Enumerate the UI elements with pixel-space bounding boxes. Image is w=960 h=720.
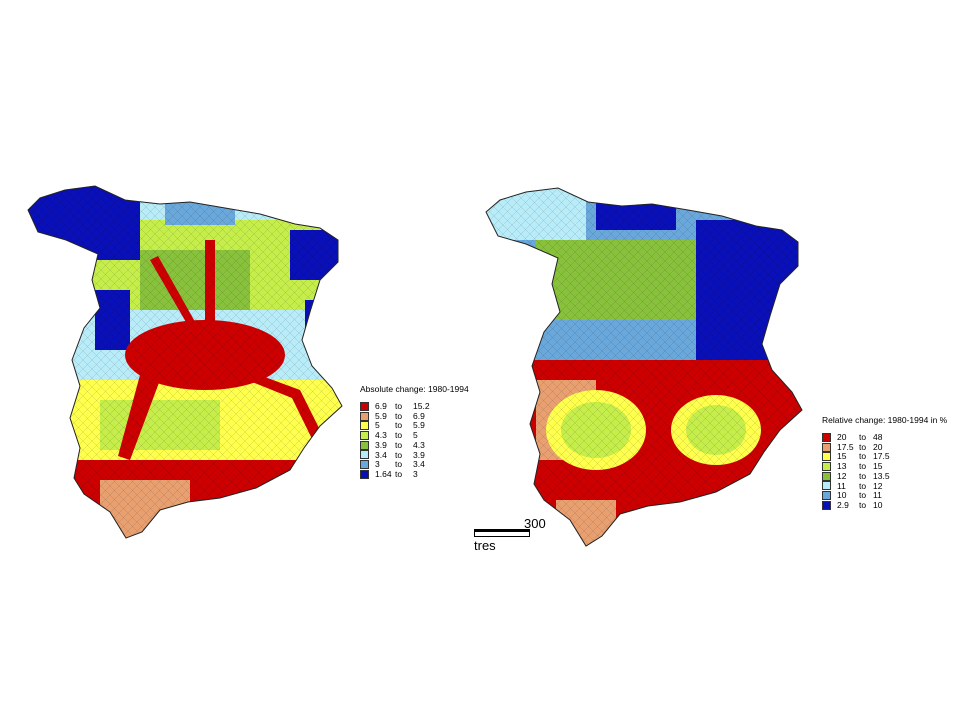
scale-bar-unit: tres <box>474 538 496 553</box>
legend-swatch <box>822 490 831 500</box>
legend-item: 5.9 to 6.9 <box>360 411 480 421</box>
legend-item: 1.64 to 3 <box>360 469 480 479</box>
legend-item: 6.9 to 15.2 <box>360 401 480 412</box>
legend-title: Absolute change: 1980-1994 <box>360 384 469 394</box>
legend-item: 2.9 to 10 <box>822 500 960 510</box>
legend-lo: 11 <box>837 480 846 491</box>
legend-item: 12 to 13.5 <box>822 471 960 481</box>
legend-item: 20 to 48 <box>822 432 960 443</box>
legend-lo: 12 <box>837 470 847 481</box>
legend-lo: 10 <box>837 490 847 501</box>
legend-to: to <box>395 401 403 412</box>
legend-swatch <box>360 430 369 440</box>
legend-hi: 5 <box>413 430 418 441</box>
legend-swatch <box>360 459 369 469</box>
legend-lo: 2.9 <box>837 499 849 510</box>
legend-to: to <box>395 420 403 431</box>
legend-absolute-change: Absolute change: 1980-1994 6.9 to 15.2 5.9 t… <box>360 385 480 479</box>
legend-items: 20 to 48 17.5 to 20 15 to 17.5 13 to 15 12 to 13.5 11 to… <box>822 432 960 511</box>
legend-to: to <box>859 490 867 501</box>
legend-to: to <box>859 432 867 443</box>
legend-to: to <box>395 410 403 421</box>
map-relative-regions <box>486 188 802 546</box>
legend-swatch <box>822 452 831 462</box>
legend-swatch <box>822 442 831 452</box>
legend-hi: 15 <box>873 461 883 472</box>
legend-to: to <box>395 439 403 450</box>
legend-hi: 3.9 <box>413 449 425 460</box>
legend-lo: 5.9 <box>375 410 387 421</box>
legend-to: to <box>395 468 403 479</box>
legend-lo: 3.9 <box>375 439 387 450</box>
legend-relative-change: Relative change: 1980-1994 in % 20 to 48 17… <box>822 416 960 510</box>
legend-swatch <box>822 471 831 481</box>
map-absolute-change <box>27 185 343 539</box>
legend-hi: 13.5 <box>873 470 890 481</box>
legend-to: to <box>859 461 867 472</box>
spain-outline <box>27 185 343 539</box>
municipal-boundaries <box>28 186 342 538</box>
legend-hi: 48 <box>873 432 883 443</box>
legend-item: 13 to 15 <box>822 461 960 472</box>
legend-hi: 3.4 <box>413 459 425 470</box>
legend-to: to <box>395 449 403 460</box>
legend-lo: 3 <box>375 459 380 470</box>
legend-to: to <box>395 459 403 470</box>
legend-hi: 4.3 <box>413 439 425 450</box>
legend-to: to <box>859 470 867 481</box>
legend-lo: 13 <box>837 461 847 472</box>
legend-item: 3.4 to 3.9 <box>360 450 480 460</box>
legend-hi: 15.2 <box>413 401 430 412</box>
legend-hi: 10 <box>873 499 883 510</box>
legend-to: to <box>859 499 867 510</box>
legend-lo: 15 <box>837 451 847 462</box>
legend-hi: 11 <box>873 490 882 501</box>
scale-bar-outline <box>474 532 530 537</box>
legend-lo: 3.4 <box>375 449 387 460</box>
legend-hi: 17.5 <box>873 451 890 462</box>
legend-item: 4.3 to 5 <box>360 430 480 441</box>
legend-to: to <box>395 430 403 441</box>
legend-item: 3.9 to 4.3 <box>360 440 480 450</box>
legend-hi: 3 <box>413 468 418 479</box>
legend-title: Relative change: 1980-1994 in % <box>822 415 948 425</box>
legend-item: 10 to 11 <box>822 490 960 501</box>
legend-swatch <box>822 481 831 491</box>
legend-swatch <box>822 500 831 510</box>
legend-lo: 4.3 <box>375 430 387 441</box>
legend-swatch <box>360 440 369 450</box>
legend-swatch <box>822 432 831 442</box>
legend-lo: 17.5 <box>837 441 854 452</box>
scale-bar-line <box>474 529 530 532</box>
legend-lo: 6.9 <box>375 401 387 412</box>
legend-item: 3 to 3.4 <box>360 459 480 470</box>
legend-to: to <box>859 480 867 491</box>
legend-item: 17.5 to 20 <box>822 442 960 452</box>
legend-hi: 5.9 <box>413 420 425 431</box>
map-absolute-regions <box>28 186 342 538</box>
map-relative-change <box>485 187 803 547</box>
legend-to: to <box>859 441 867 452</box>
legend-swatch <box>360 401 369 411</box>
legend-lo: 20 <box>837 432 847 443</box>
legend-to: to <box>859 451 867 462</box>
legend-lo: 1.64 <box>375 468 392 479</box>
legend-swatch <box>360 469 369 479</box>
municipal-boundaries <box>486 188 802 546</box>
scale-bar: 300 tres <box>474 516 554 556</box>
scale-bar-value: 300 <box>524 516 546 531</box>
legend-swatch <box>360 411 369 421</box>
legend-items: 6.9 to 15.2 5.9 to 6.9 5 to 5.9 4.3 to 5 3.9 to 4.3 3.4… <box>360 401 480 480</box>
legend-lo: 5 <box>375 420 380 431</box>
legend-swatch <box>822 461 831 471</box>
legend-swatch <box>360 450 369 460</box>
legend-hi: 12 <box>873 480 883 491</box>
legend-item: 5 to 5.9 <box>360 421 480 431</box>
legend-item: 11 to 12 <box>822 481 960 491</box>
legend-hi: 6.9 <box>413 410 425 421</box>
spain-outline <box>485 187 803 547</box>
legend-hi: 20 <box>873 441 883 452</box>
legend-item: 15 to 17.5 <box>822 452 960 462</box>
legend-swatch <box>360 421 369 431</box>
